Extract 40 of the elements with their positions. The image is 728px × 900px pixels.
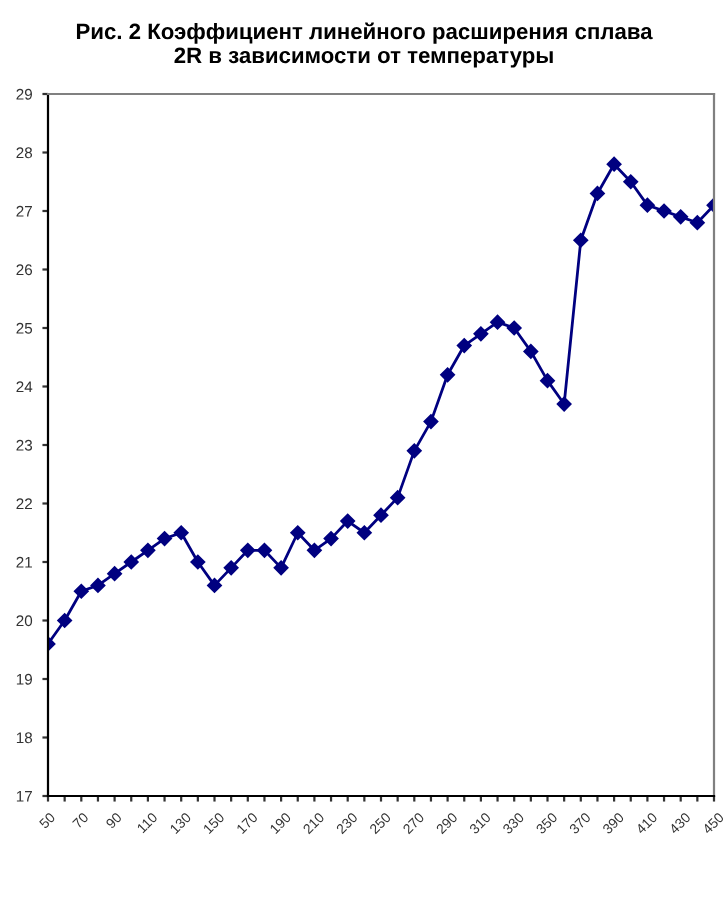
point <box>57 613 72 628</box>
point <box>640 197 655 213</box>
point <box>173 525 189 541</box>
point <box>673 209 688 225</box>
point <box>190 554 206 570</box>
point <box>207 578 222 593</box>
point <box>323 531 339 546</box>
point <box>257 543 272 558</box>
point <box>290 525 306 541</box>
point <box>373 507 389 523</box>
point <box>690 215 705 230</box>
point <box>223 560 239 576</box>
point <box>556 396 572 412</box>
point <box>390 490 405 505</box>
point <box>357 525 372 541</box>
point <box>307 543 322 558</box>
point <box>590 186 605 201</box>
point <box>423 414 439 429</box>
point <box>157 531 172 546</box>
point <box>74 583 89 599</box>
point <box>107 566 122 581</box>
point <box>340 513 355 529</box>
point <box>407 443 422 459</box>
point <box>90 578 106 593</box>
point <box>440 367 455 383</box>
point <box>490 314 505 330</box>
point <box>456 338 472 353</box>
point <box>506 320 522 336</box>
point <box>540 373 555 388</box>
point <box>240 543 256 558</box>
point <box>623 174 639 190</box>
point <box>656 203 672 219</box>
chart-title: Рис. 2 Коэффициент линейного расширения сплава 2R в зависимости от температуры <box>76 22 653 68</box>
point <box>140 543 156 558</box>
point <box>573 232 589 248</box>
point <box>606 156 622 172</box>
point <box>123 554 139 570</box>
point <box>273 560 289 576</box>
point <box>523 344 539 359</box>
point <box>473 326 489 342</box>
